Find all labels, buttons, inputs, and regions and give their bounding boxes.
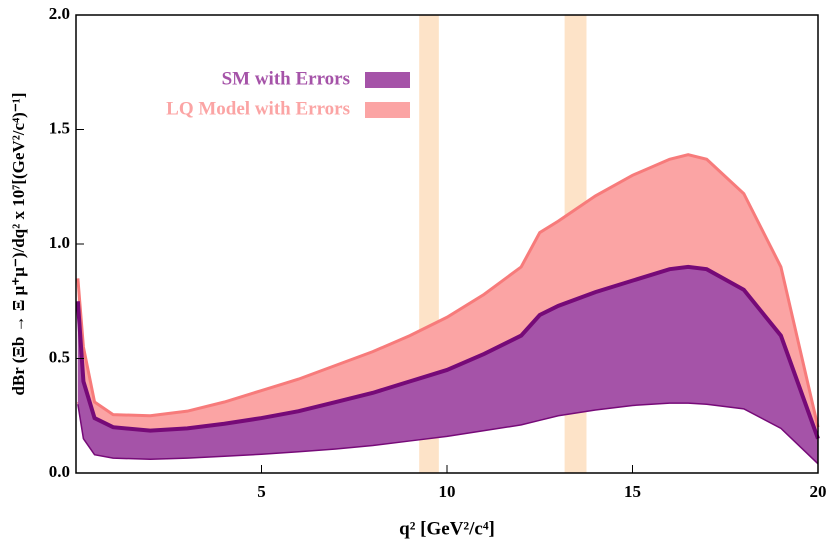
- x-tick-label: 15: [624, 482, 641, 501]
- y-tick-label: 1.0: [49, 233, 70, 252]
- band-upper-line: [76, 153, 820, 428]
- legend-swatch: [365, 102, 410, 118]
- legend-label: LQ Model with Errors: [166, 98, 350, 119]
- band-upper-line: [75, 264, 820, 440]
- x-axis-label: q² [GeV²/c⁴]: [399, 518, 495, 539]
- y-tick-label: 0.5: [49, 347, 70, 366]
- y-tick-label: 2.0: [49, 4, 70, 23]
- y-tick-label: 1.5: [49, 118, 70, 137]
- y-axis-label: dBr (Ξb → Ξ μ⁺μ⁻)/dq² x 10⁷[(GeV²/c⁴)⁻¹]: [9, 92, 28, 395]
- legend-label: SM with Errors: [222, 68, 350, 89]
- x-tick-label: 20: [810, 482, 827, 501]
- y-tick-label: 0.0: [49, 462, 70, 481]
- x-tick-label: 5: [257, 482, 266, 501]
- band-area: [77, 266, 819, 464]
- x-tick-label: 10: [439, 482, 456, 501]
- legend-swatch: [365, 72, 410, 88]
- band-lower-line: [77, 402, 819, 465]
